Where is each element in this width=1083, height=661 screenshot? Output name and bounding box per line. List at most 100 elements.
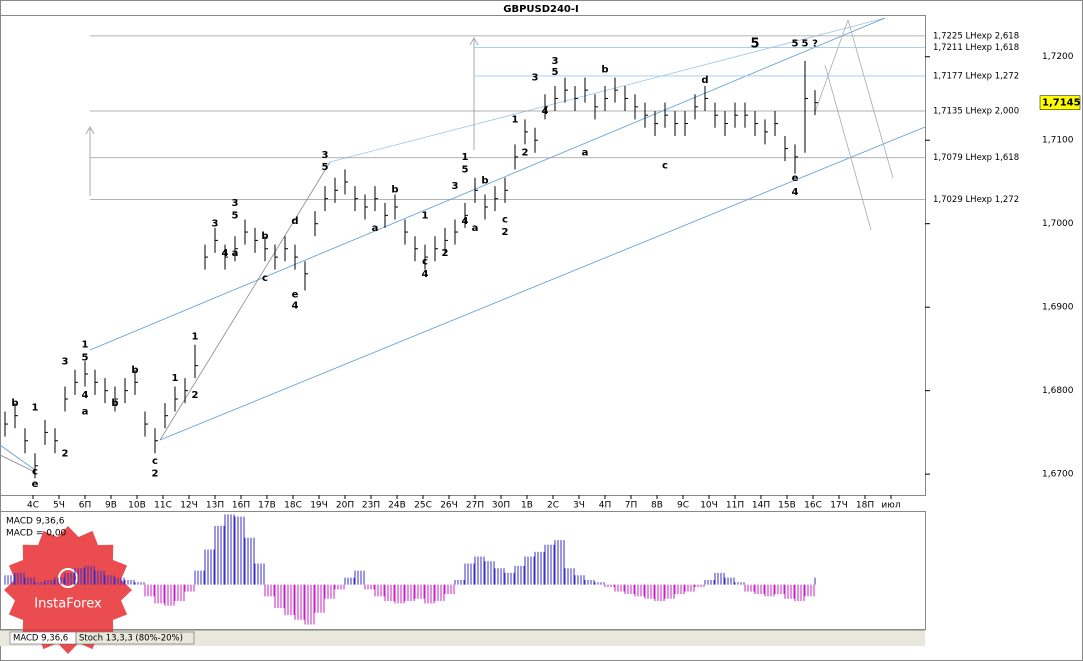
wave-label: 3	[322, 150, 329, 161]
wave-label: a	[472, 223, 479, 234]
x-tick-label: 11С	[154, 501, 172, 511]
x-tick-label: 12Ч	[180, 501, 198, 511]
wave-label: b	[131, 365, 138, 376]
channel-upper	[89, 17, 886, 351]
x-tick-label: 1В	[521, 501, 533, 511]
current-price-label: 1,7145	[1042, 98, 1081, 109]
tab-label: Stoch 13,3,3 (80%-20%)	[79, 634, 183, 644]
level-label: 1,7177 LHexp 1,272	[933, 71, 1019, 81]
y-tick-label: 1,7000	[1042, 219, 1074, 229]
wave-label: 1	[422, 210, 429, 221]
wave-label: b	[391, 184, 398, 195]
wave-label: 3	[232, 198, 239, 209]
channel-lines	[0, 17, 926, 471]
wave-label: 1	[462, 152, 469, 163]
channel-mid	[329, 17, 886, 163]
x-tick-label: 9В	[105, 501, 117, 511]
wave-label: a	[82, 407, 89, 418]
x-tick-label: 23П	[362, 501, 380, 511]
x-tick-label: июл	[881, 501, 900, 511]
x-tick-label: 8В	[651, 501, 663, 511]
level-label: 1,7135 LHexp 2,000	[933, 107, 1019, 117]
wave-label: 3	[212, 219, 219, 230]
wave-label: a	[582, 148, 589, 159]
macd-label: MACD 9,36,6	[6, 517, 65, 527]
wave-label: 4	[422, 269, 429, 280]
x-tick-label: 17В	[258, 501, 276, 511]
wave-label: c	[422, 256, 428, 267]
x-tick-label: 4С	[27, 501, 39, 511]
x-tick-label: 24В	[388, 501, 406, 511]
level-label: 1,7029 LHexp 1,272	[933, 195, 1019, 205]
wave-label: 4	[82, 390, 89, 401]
y-tick-label: 1,6800	[1042, 386, 1074, 396]
wave-label: 3	[552, 56, 559, 67]
x-tick-label: 5Ч	[53, 501, 65, 511]
x-tick-label: 17Ч	[830, 501, 848, 511]
x-tick-label: 25С	[414, 501, 432, 511]
wave-label: 4	[542, 106, 549, 117]
wave-label: e	[292, 290, 299, 301]
current-price-box	[1039, 95, 1081, 110]
level-label: 1,7079 LHexp 1,618	[933, 153, 1019, 163]
wave-label: 2	[152, 468, 159, 479]
wave-label: b	[11, 398, 18, 409]
x-tick-label: 30П	[492, 501, 510, 511]
wave-label: 3	[452, 181, 459, 192]
wave-label: a	[372, 223, 379, 234]
x-tick-label: 6П	[79, 501, 92, 511]
y-tick-label: 1,7200	[1042, 52, 1074, 62]
x-tick-label: 2С	[547, 501, 559, 511]
projection	[824, 64, 872, 231]
x-tick-label: 11П	[726, 501, 744, 511]
x-tick-label: 26Ч	[440, 501, 458, 511]
wave-label: 3	[62, 356, 69, 367]
x-tick-label: 27П	[466, 501, 484, 511]
channel-stub	[0, 444, 36, 471]
wave-label: e	[32, 479, 39, 490]
wave-label: 3	[532, 73, 539, 84]
x-tick-label: 9С	[677, 501, 689, 511]
wave-label: 2	[442, 248, 449, 259]
tab-label: MACD 9,36,6	[13, 634, 68, 644]
wave-label: c	[662, 160, 668, 171]
wave-label: 2	[522, 148, 529, 159]
arrows	[85, 36, 479, 196]
wave-label: 2	[192, 390, 199, 401]
wave-label: ?	[812, 38, 818, 49]
wave-label: a	[232, 248, 239, 259]
wave-label: e	[792, 173, 799, 184]
x-tick-label: 20П	[336, 501, 354, 511]
x-tick-label: 3Ч	[573, 501, 585, 511]
wave-label: d	[291, 216, 298, 227]
channel-lower	[159, 126, 926, 441]
wave-label: d	[701, 75, 708, 86]
x-tick-label: 10Ч	[700, 501, 718, 511]
x-tick-label: 15В	[778, 501, 796, 511]
wave-label: 1	[512, 114, 519, 125]
wave-label: c	[262, 273, 268, 284]
x-tick-label: 13П	[206, 501, 224, 511]
level-label: 1,7211 LHexp 1,618	[933, 43, 1019, 53]
y-tick-label: 1,7100	[1042, 136, 1074, 146]
x-tick-label: 18П	[856, 501, 874, 511]
wave-label: 5	[462, 164, 469, 175]
wave-label: c	[502, 215, 508, 226]
badge	[4, 526, 132, 654]
projection	[847, 19, 894, 179]
wave-label: 5	[82, 352, 89, 363]
projection	[814, 19, 849, 113]
projection-lines	[0, 19, 894, 473]
wave-label: 1	[172, 373, 179, 384]
wave-label: 4	[292, 301, 299, 312]
y-tick-label: 1,6700	[1042, 470, 1074, 480]
arrow-head	[85, 125, 95, 135]
wave-label: 5	[750, 37, 759, 52]
x-tick-label: 10В	[128, 501, 146, 511]
x-tick-label: 7П	[625, 501, 638, 511]
arrow-head	[469, 36, 479, 46]
wave-label: c	[152, 456, 158, 467]
price-pane	[0, 15, 926, 496]
